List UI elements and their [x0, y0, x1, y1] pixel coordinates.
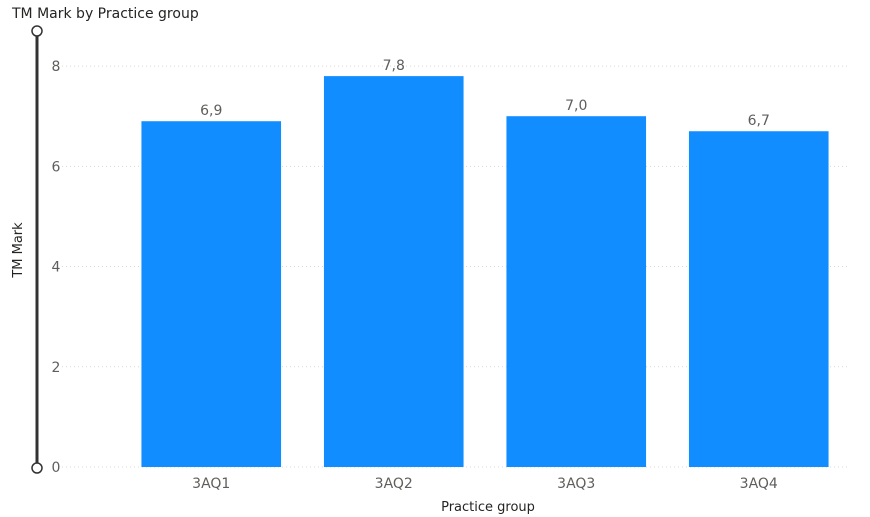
y-tick-label: 6	[52, 159, 61, 175]
y-tick-label: 4	[52, 260, 61, 276]
data-label: 7,8	[383, 58, 405, 74]
y-axis-zoom-slider[interactable]	[31, 25, 43, 474]
y-tick-label: 0	[52, 460, 61, 476]
y-tick-label: 8	[52, 59, 61, 75]
bar[interactable]	[141, 121, 282, 467]
x-axis-ticks: 3AQ1 3AQ2 3AQ3 3AQ4	[192, 476, 778, 492]
data-label: 6,7	[748, 113, 770, 129]
x-tick-label: 3AQ2	[375, 476, 413, 492]
zoom-slider-top-handle[interactable]	[31, 25, 43, 37]
bars	[141, 76, 829, 468]
y-tick-label: 2	[52, 360, 61, 376]
data-label: 7,0	[565, 98, 587, 114]
x-tick-label: 3AQ1	[192, 476, 230, 492]
bar[interactable]	[323, 76, 464, 467]
data-label: 6,9	[200, 103, 222, 119]
x-tick-label: 3AQ3	[557, 476, 595, 492]
bar[interactable]	[506, 116, 647, 468]
zoom-slider-bottom-handle[interactable]	[31, 462, 43, 474]
x-tick-label: 3AQ4	[740, 476, 778, 492]
bar[interactable]	[688, 131, 829, 467]
x-axis-title: Practice group	[441, 500, 535, 515]
chart-title: TM Mark by Practice group	[11, 6, 199, 22]
y-axis-title: TM Mark	[11, 222, 26, 279]
data-labels: 6,9 7,8 7,0 6,7	[200, 58, 770, 129]
y-axis-ticks: 0 2 4 6 8	[52, 59, 61, 476]
